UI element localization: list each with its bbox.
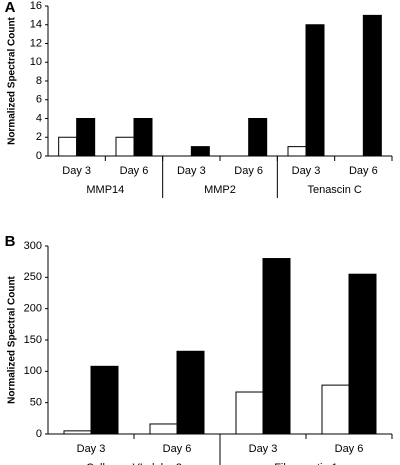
x-tick-label: Day 3 (177, 165, 206, 177)
group-label: Collagen VI alpha 3 (86, 462, 182, 465)
bar (235, 391, 264, 435)
x-tick-label: Day 6 (234, 165, 263, 177)
y-axis-label: Normalized Spectral Count (7, 275, 18, 403)
y-tick-label: 4 (36, 112, 42, 124)
bar (176, 350, 205, 435)
y-axis-label: Normalized Spectral Count (7, 16, 18, 144)
panel-label: A (5, 0, 16, 16)
x-tick-label: Day 3 (292, 165, 321, 177)
panel-label: B (5, 233, 16, 250)
bar (305, 24, 325, 157)
bar (63, 430, 92, 435)
x-tick-label: Day 3 (77, 443, 106, 455)
y-tick-label: 250 (24, 271, 42, 283)
x-tick-label: Day 3 (62, 165, 91, 177)
x-tick-label: Day 6 (349, 165, 378, 177)
bar (348, 273, 377, 435)
bar (76, 118, 96, 157)
group-label: Tenascin C (307, 184, 361, 196)
x-tick-label: Day 3 (249, 443, 278, 455)
bar (190, 146, 210, 157)
y-tick-label: 50 (30, 397, 42, 409)
bar (248, 118, 268, 157)
y-tick-label: 150 (24, 334, 42, 346)
y-tick-label: 0 (36, 428, 42, 440)
y-tick-label: 12 (30, 37, 42, 49)
x-tick-label: Day 6 (163, 443, 192, 455)
y-tick-label: 200 (24, 303, 42, 315)
y-tick-label: 0 (36, 150, 42, 162)
y-tick-label: 300 (24, 240, 42, 252)
group-label: MMP14 (86, 184, 124, 196)
y-tick-label: 16 (30, 0, 42, 12)
bar (321, 384, 350, 435)
group-label: MMP2 (204, 184, 236, 196)
x-tick-label: Day 6 (120, 165, 149, 177)
y-tick-label: 14 (30, 19, 42, 31)
y-tick-label: 100 (24, 365, 42, 377)
bar (58, 136, 78, 157)
group-label: Fibronectin 1 (274, 462, 338, 465)
x-tick-label: Day 6 (335, 443, 364, 455)
bar (90, 365, 119, 435)
y-tick-label: 10 (30, 56, 42, 68)
bar (133, 118, 153, 157)
bar (287, 146, 307, 157)
bar (115, 136, 135, 157)
bar (262, 258, 291, 435)
y-tick-label: 6 (36, 94, 42, 106)
y-tick-label: 8 (36, 75, 42, 87)
y-tick-label: 2 (36, 131, 42, 143)
bar (362, 14, 382, 157)
bar (149, 423, 178, 435)
